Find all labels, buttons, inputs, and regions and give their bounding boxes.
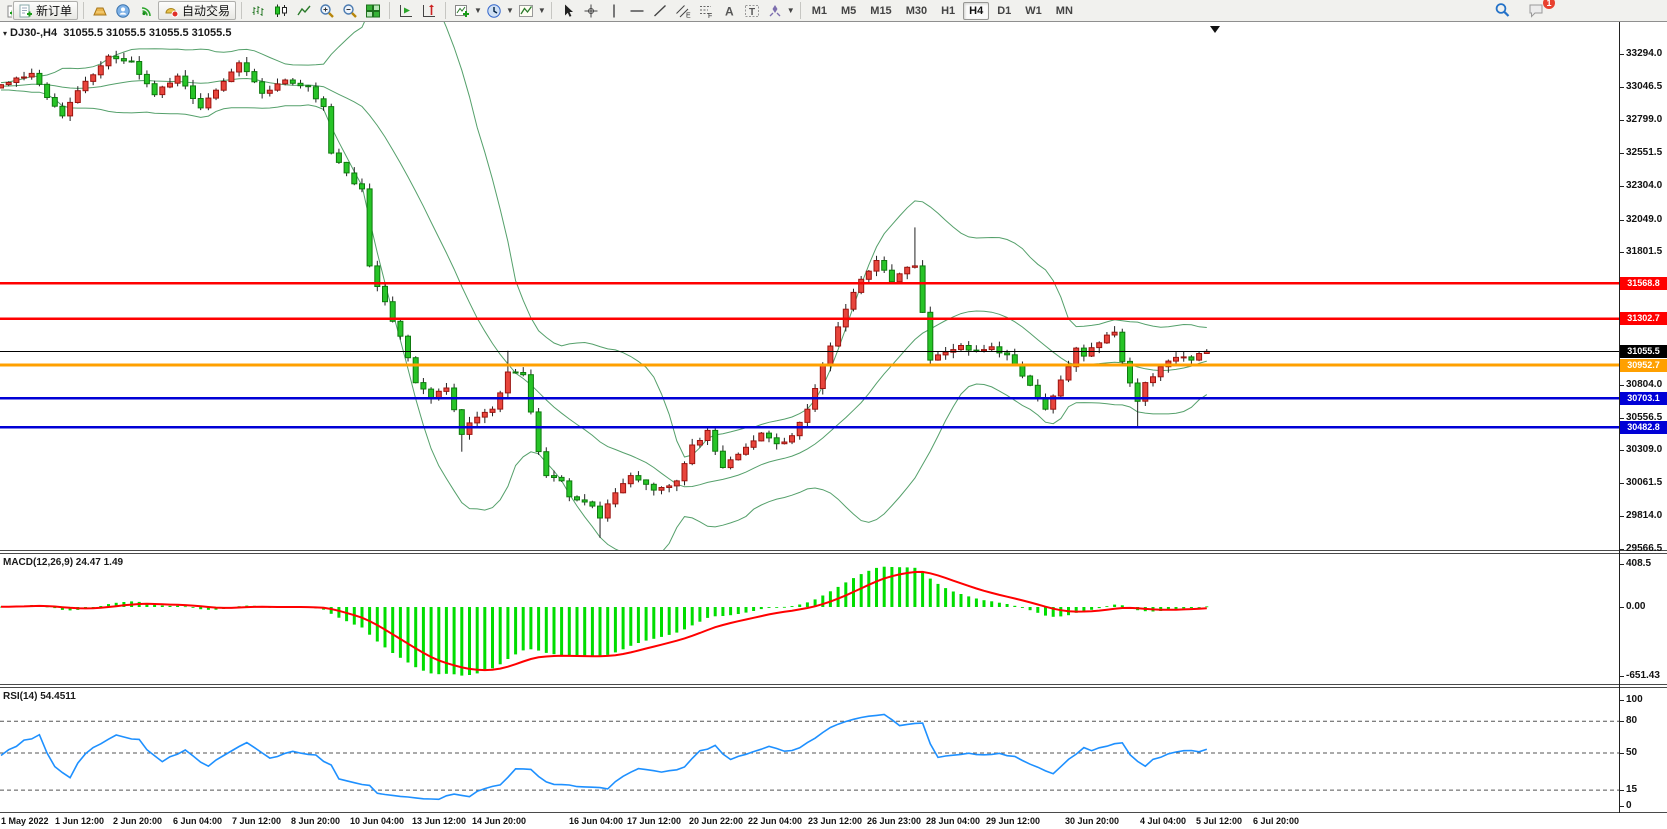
timeframe-W1[interactable]: W1: [1025, 4, 1042, 17]
time-axis-label: 2 Jun 20:00: [113, 816, 163, 826]
indicators-dropdown[interactable]: ▼: [515, 1, 546, 21]
time-axis-label: 22 Jun 04:00: [748, 816, 803, 826]
time-axis-label: 1 Jun 12:00: [55, 816, 105, 826]
chart-symbol-period: DJ30-,H4: [10, 27, 58, 39]
divider: [799, 2, 801, 19]
equidistant-channel-tool-icon[interactable]: E: [672, 1, 694, 21]
time-axis-label: 7 Jun 12:00: [232, 816, 282, 826]
time-axis-label: 26 Jun 23:00: [867, 816, 922, 826]
timeframe-M1[interactable]: M1: [811, 4, 827, 17]
divider: [241, 2, 243, 19]
time-axis-label: 8 Jun 20:00: [291, 816, 341, 826]
chart-end-marker: [1210, 26, 1220, 33]
time-axis-label: 6 Jun 04:00: [173, 816, 223, 826]
cursor-icon[interactable]: [557, 1, 579, 21]
time-axis-label: 13 Jun 12:00: [412, 816, 467, 826]
rsi-panel[interactable]: RSI(14) 54.4511: [0, 688, 1667, 813]
fibonacci-tool-icon[interactable]: F: [695, 1, 717, 21]
trendline-tool-icon[interactable]: [649, 1, 671, 21]
timeframe-M5[interactable]: M5: [841, 4, 857, 17]
new-order-button[interactable]: 新订单: [13, 1, 79, 20]
divider: [445, 2, 447, 19]
auto-scroll-icon[interactable]: [395, 1, 417, 21]
community-icon[interactable]: [112, 1, 134, 21]
divider: [389, 2, 391, 19]
line-chart-mode-icon[interactable]: [293, 1, 315, 21]
chevron-down-icon: ▼: [786, 6, 795, 15]
time-axis-label: 10 Jun 04:00: [350, 816, 405, 826]
shapes-dropdown[interactable]: ▼: [764, 1, 795, 21]
time-axis-label: 29 Jun 12:00: [986, 816, 1041, 826]
timeframe-H4[interactable]: H4: [963, 1, 990, 20]
bar-chart-mode-icon[interactable]: [247, 1, 269, 21]
macd-canvas[interactable]: [0, 554, 1667, 684]
svg-text:E: E: [686, 12, 691, 19]
chevron-down-icon: ▼: [537, 6, 546, 15]
time-axis-label: 14 Jun 20:00: [472, 816, 527, 826]
time-axis[interactable]: 1 May 2022 1 Jun 12:00 2 Jun 20:00 6 Jun 04…: [0, 813, 1667, 829]
timeframe-D1[interactable]: D1: [997, 4, 1012, 17]
horizontal-line-tool-icon[interactable]: [626, 1, 648, 21]
main-chart[interactable]: ▾ DJ30-,H4 31055.5 31055.5 31055.5 31055.…: [0, 0, 1667, 559]
timeframe-M30[interactable]: M30: [905, 4, 928, 17]
text-tool-icon[interactable]: A: [718, 1, 740, 21]
search-icon[interactable]: [1491, 1, 1513, 21]
crosshair-icon[interactable]: [580, 1, 602, 21]
chevron-down-icon: ▼: [474, 6, 482, 15]
toolbox-icon[interactable]: [89, 1, 111, 21]
window-icon: [2, 1, 12, 21]
time-axis-label: 1 May 2022: [1, 816, 49, 826]
vertical-line-tool-icon[interactable]: [603, 1, 625, 21]
svg-text:T: T: [749, 7, 755, 18]
time-axis-label: 6 Jul 20:00: [1253, 816, 1300, 826]
timeframe-M15[interactable]: M15: [870, 4, 892, 17]
svg-text:F: F: [708, 13, 712, 19]
chart-title: ▾ DJ30-,H4 31055.5 31055.5 31055.5 31055.…: [3, 27, 231, 39]
timeframe-H1[interactable]: H1: [941, 4, 956, 17]
toolbar: 新订单 自动交易: [0, 0, 1667, 22]
timeframe-MN[interactable]: MN: [1055, 4, 1073, 17]
zoom-in-icon[interactable]: [316, 1, 338, 21]
period-dropdown[interactable]: ▼: [483, 1, 514, 21]
svg-text:A: A: [725, 4, 734, 18]
macd-label: MACD(12,26,9) 24.47 1.49: [3, 557, 124, 568]
algo-trading-button[interactable]: 自动交易: [158, 1, 237, 20]
time-axis-label: 5 Jul 12:00: [1196, 816, 1243, 826]
text-label-tool-icon[interactable]: T: [741, 1, 763, 21]
time-axis-label: 17 Jun 12:00: [627, 816, 682, 826]
signals-icon[interactable]: [135, 1, 157, 21]
chart-shift-icon[interactable]: [418, 1, 440, 21]
price-axis-line: [1619, 22, 1620, 813]
tile-windows-icon[interactable]: [362, 1, 384, 21]
notifications-icon[interactable]: 1: [1525, 0, 1555, 21]
new-chart-dropdown[interactable]: ▼: [451, 1, 482, 21]
zoom-out-icon[interactable]: [339, 1, 361, 21]
time-axis-label: 30 Jun 20:00: [1065, 816, 1120, 826]
chart-ohlc-values: 31055.5 31055.5 31055.5 31055.5: [63, 27, 232, 39]
pane-divider[interactable]: [0, 550, 1667, 554]
pane-divider[interactable]: [0, 684, 1667, 688]
rsi-canvas[interactable]: [0, 688, 1667, 813]
time-axis-label: 4 Jul 04:00: [1140, 816, 1187, 826]
divider: [550, 2, 552, 19]
time-axis-label: 20 Jun 22:00: [689, 816, 744, 826]
time-axis-label: 28 Jun 04:00: [926, 816, 981, 826]
notification-badge: 1: [1543, 0, 1555, 9]
divider: [83, 2, 85, 19]
new-order-label: 新订单: [36, 4, 73, 18]
rsi-label: RSI(14) 54.4511: [3, 691, 76, 702]
timeframe-group: M1 M5 M15 M30 H1 H4 D1 W1 MN: [806, 1, 1079, 20]
macd-panel[interactable]: MACD(12,26,9) 24.47 1.49: [0, 554, 1667, 684]
chevron-down-icon: ▼: [505, 6, 514, 15]
ohlc-toggle-icon[interactable]: ▾: [3, 29, 8, 38]
auto-trading-label: 自动交易: [182, 4, 231, 18]
time-axis-label: 23 Jun 12:00: [808, 816, 863, 826]
main-chart-canvas[interactable]: [0, 0, 1667, 559]
time-axis-label: 16 Jun 04:00: [569, 816, 624, 826]
toolbar-right-group: 1: [1491, 0, 1555, 21]
candlestick-mode-icon[interactable]: [270, 1, 292, 21]
